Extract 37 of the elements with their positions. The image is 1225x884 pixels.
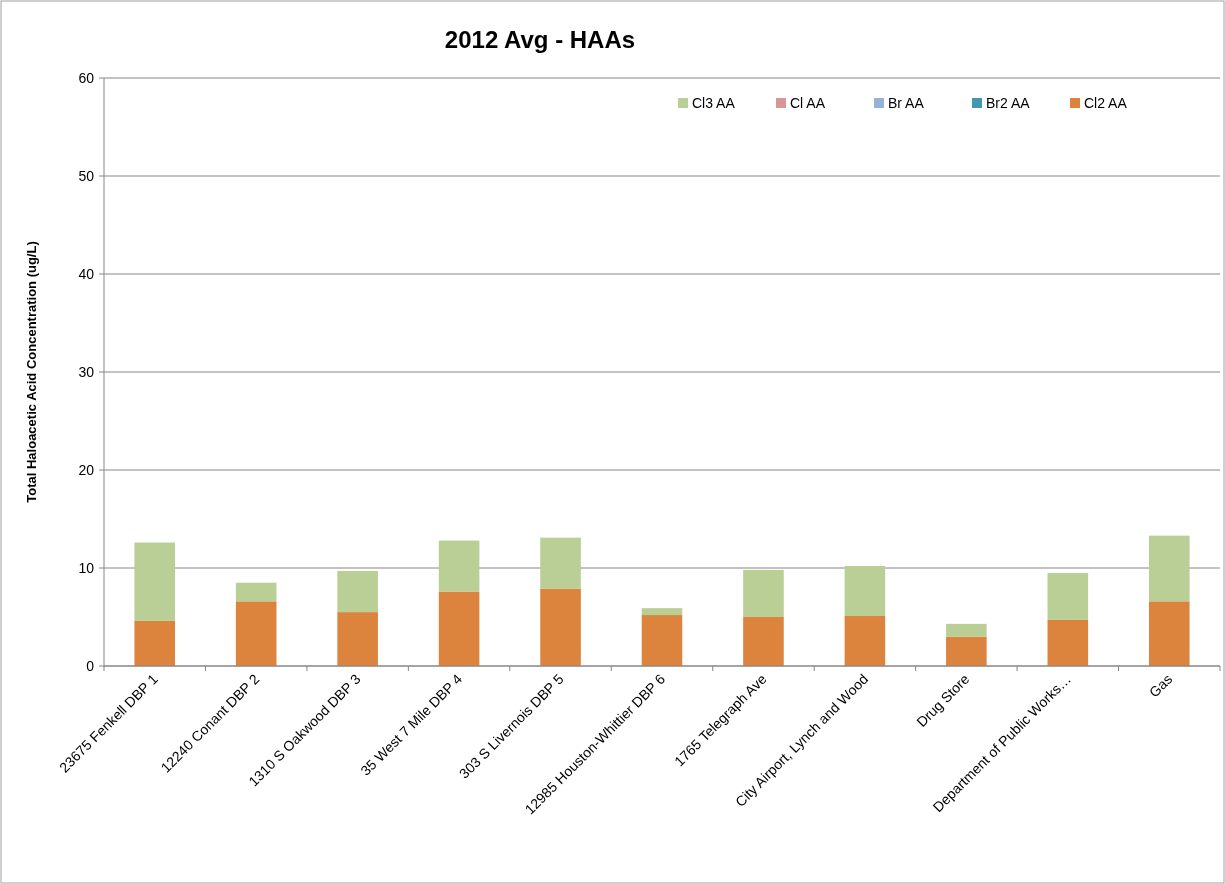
- y-tick-label: 10: [78, 559, 95, 576]
- bar: [844, 616, 886, 666]
- legend-label: Cl3 AA: [692, 94, 736, 111]
- y-tick-label: 50: [78, 167, 95, 184]
- bar: [641, 615, 683, 666]
- bar: [134, 620, 176, 666]
- legend-label: Br2 AA: [986, 94, 1031, 111]
- bar: [235, 582, 277, 602]
- bar: [337, 612, 378, 666]
- bar: [337, 570, 378, 613]
- bar: [540, 588, 581, 666]
- bar: [1148, 535, 1190, 602]
- legend-label: Cl AA: [790, 94, 826, 111]
- bar: [438, 540, 480, 592]
- y-tick-label: 60: [78, 69, 95, 86]
- bar: [946, 623, 987, 637]
- bar: [844, 566, 886, 617]
- bar: [743, 617, 784, 666]
- y-tick-label: 0: [86, 657, 95, 674]
- y-tick-label: 40: [78, 265, 95, 282]
- legend-label: Br AA: [888, 94, 925, 111]
- bar: [540, 537, 581, 589]
- bar: [438, 591, 480, 666]
- bar: [641, 608, 683, 616]
- bar: [946, 636, 987, 666]
- bar: [743, 569, 784, 617]
- y-axis-title: Total Haloacetic Acid Concentration (ug/L): [24, 241, 39, 503]
- bar: [1047, 619, 1089, 666]
- bar: [1148, 601, 1190, 666]
- x-tick-label: Gas: [1145, 670, 1176, 701]
- y-tick-label: 20: [78, 461, 95, 478]
- legend-label: Cl2 AA: [1084, 94, 1128, 111]
- y-tick-label: 30: [78, 363, 95, 380]
- chart-title: 2012 Avg - HAAs: [444, 26, 636, 53]
- bar: [134, 542, 176, 621]
- bar: [235, 601, 277, 666]
- bar: [1047, 572, 1089, 620]
